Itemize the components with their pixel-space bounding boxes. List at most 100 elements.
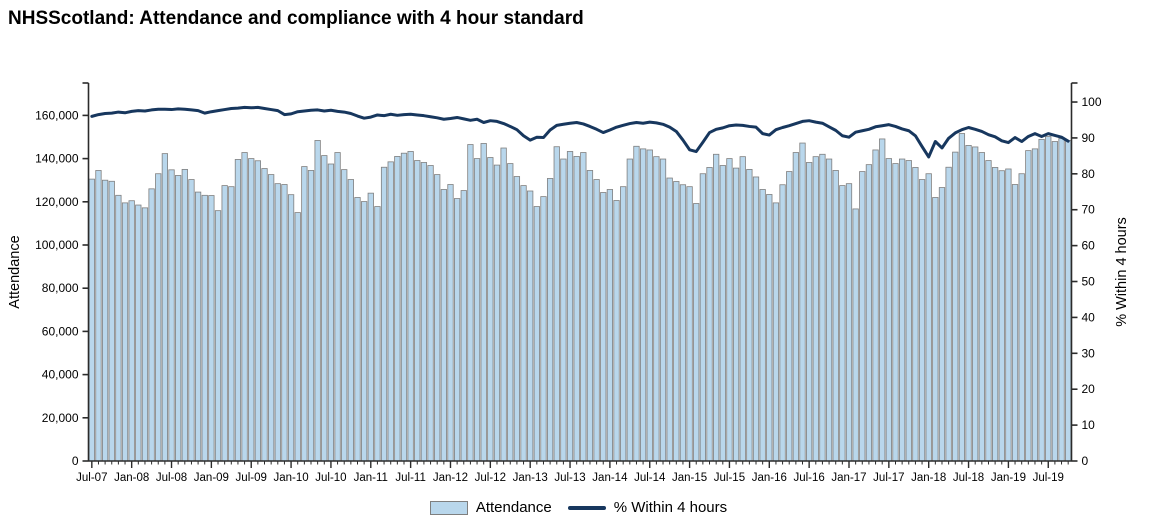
attendance-bar (533, 206, 540, 462)
attendance-bar (407, 151, 414, 462)
right-axis-tick-label: 60 (1082, 239, 1096, 253)
attendance-bar (487, 157, 494, 462)
attendance-bar (905, 160, 912, 462)
x-axis-tick-label: Jan-17 (831, 472, 866, 484)
attendance-bar (560, 158, 567, 462)
left-axis-title: Attendance (7, 235, 23, 308)
attendance-bar (208, 195, 215, 462)
attendance-bar (646, 149, 653, 462)
attendance-bar (520, 185, 527, 462)
attendance-bar (659, 158, 667, 462)
attendance-bar (327, 163, 335, 462)
legend-label-attendance: Attendance (475, 499, 552, 516)
attendance-bar (746, 168, 753, 462)
x-axis-tick-label: Jul-11 (395, 472, 425, 484)
attendance-bar (546, 178, 554, 462)
left-axis-tick-label: 80,000 (42, 281, 79, 295)
attendance-bar (938, 187, 946, 462)
x-axis-tick-label: Jul-12 (475, 472, 506, 484)
attendance-bar (500, 147, 507, 462)
right-axis-tick-label: 90 (1082, 131, 1096, 145)
attendance-bar (752, 176, 760, 462)
attendance-bar (639, 148, 647, 462)
attendance-bar (507, 163, 514, 462)
attendance-bar (885, 158, 892, 462)
right-axis-tick-label: 50 (1082, 275, 1096, 289)
attendance-bar (892, 163, 899, 462)
attendance-bar (115, 194, 122, 462)
x-axis-tick-label: Jan-13 (513, 472, 548, 484)
attendance-bar (865, 164, 873, 462)
attendance-bar (128, 200, 135, 462)
attendance-bar (1018, 173, 1025, 462)
attendance-bar (307, 170, 315, 462)
attendance-bar (839, 185, 846, 462)
attendance-bar (161, 153, 169, 462)
attendance-bar (679, 184, 687, 462)
x-axis-tick-label: Jan-08 (114, 472, 149, 484)
attendance-bar (819, 153, 826, 462)
left-axis-tick-label: 0 (72, 454, 79, 468)
attendance-bar (228, 186, 235, 462)
legend-item-compliance: % Within 4 hours (567, 499, 728, 516)
x-axis-tick-label: Jan-09 (194, 472, 229, 484)
attendance-bar (88, 178, 95, 462)
left-axis-tick-label: 140,000 (35, 152, 79, 166)
attendance-bar (301, 166, 308, 462)
attendance-bar (633, 145, 640, 462)
attendance-swatch-icon (429, 500, 468, 515)
attendance-bar (580, 152, 587, 462)
attendance-bar (958, 133, 966, 462)
attendance-bar (234, 159, 242, 462)
x-axis-tick-label: Jul-10 (315, 472, 346, 484)
attendance-bar (713, 153, 720, 462)
attendance-bar (493, 164, 501, 462)
attendance-bar (772, 202, 780, 462)
attendance-bar (932, 197, 939, 462)
left-axis-tick-label: 100,000 (35, 238, 79, 252)
attendance-bar (294, 212, 301, 462)
attendance-bar (241, 152, 248, 462)
attendance-bar (380, 166, 388, 462)
right-axis-tick-label: 30 (1082, 346, 1096, 360)
attendance-bar (281, 184, 288, 462)
attendance-bar (101, 179, 109, 462)
attendance-bar (925, 173, 932, 462)
attendance-bar (540, 196, 547, 462)
attendance-bar (354, 197, 361, 462)
attendance-bar (155, 173, 162, 462)
attendance-bar (527, 190, 534, 462)
attendance-bar (447, 184, 454, 462)
attendance-bar (806, 162, 813, 462)
attendance-bar (573, 156, 580, 462)
attendance-bar (254, 160, 261, 462)
x-axis-tick-label: Jul-15 (714, 472, 745, 484)
attendance-bar (400, 152, 408, 462)
x-axis-tick-label: Jul-17 (873, 472, 904, 484)
attendance-bar (148, 188, 155, 462)
attendance-bar (566, 151, 574, 462)
x-axis-tick-label: Jan-10 (273, 472, 308, 484)
attendance-bar (786, 171, 793, 462)
attendance-bar (168, 169, 175, 462)
attendance-bar (992, 167, 999, 462)
attendance-bar (1031, 148, 1039, 462)
right-axis-tick-label: 80 (1082, 167, 1096, 181)
x-axis-tick-label: Jul-18 (953, 472, 984, 484)
page-title: NHSScotland: Attendance and compliance w… (8, 8, 584, 29)
right-axis-title: % Within 4 hours (1114, 217, 1130, 327)
chart-legend: Attendance % Within 4 hours (0, 499, 1157, 516)
attendance-bar (732, 167, 740, 462)
attendance-bar (719, 165, 726, 462)
attendance-bar (766, 194, 773, 462)
x-axis-tick-label: Jan-12 (433, 472, 468, 484)
right-axis-tick-label: 10 (1082, 418, 1096, 432)
left-axis-tick-label: 160,000 (35, 108, 79, 122)
attendance-bar (440, 189, 447, 462)
attendance-bar (872, 149, 879, 462)
attendance-bar (825, 158, 833, 462)
legend-label-compliance: % Within 4 hours (613, 499, 728, 516)
attendance-bar (374, 206, 381, 462)
